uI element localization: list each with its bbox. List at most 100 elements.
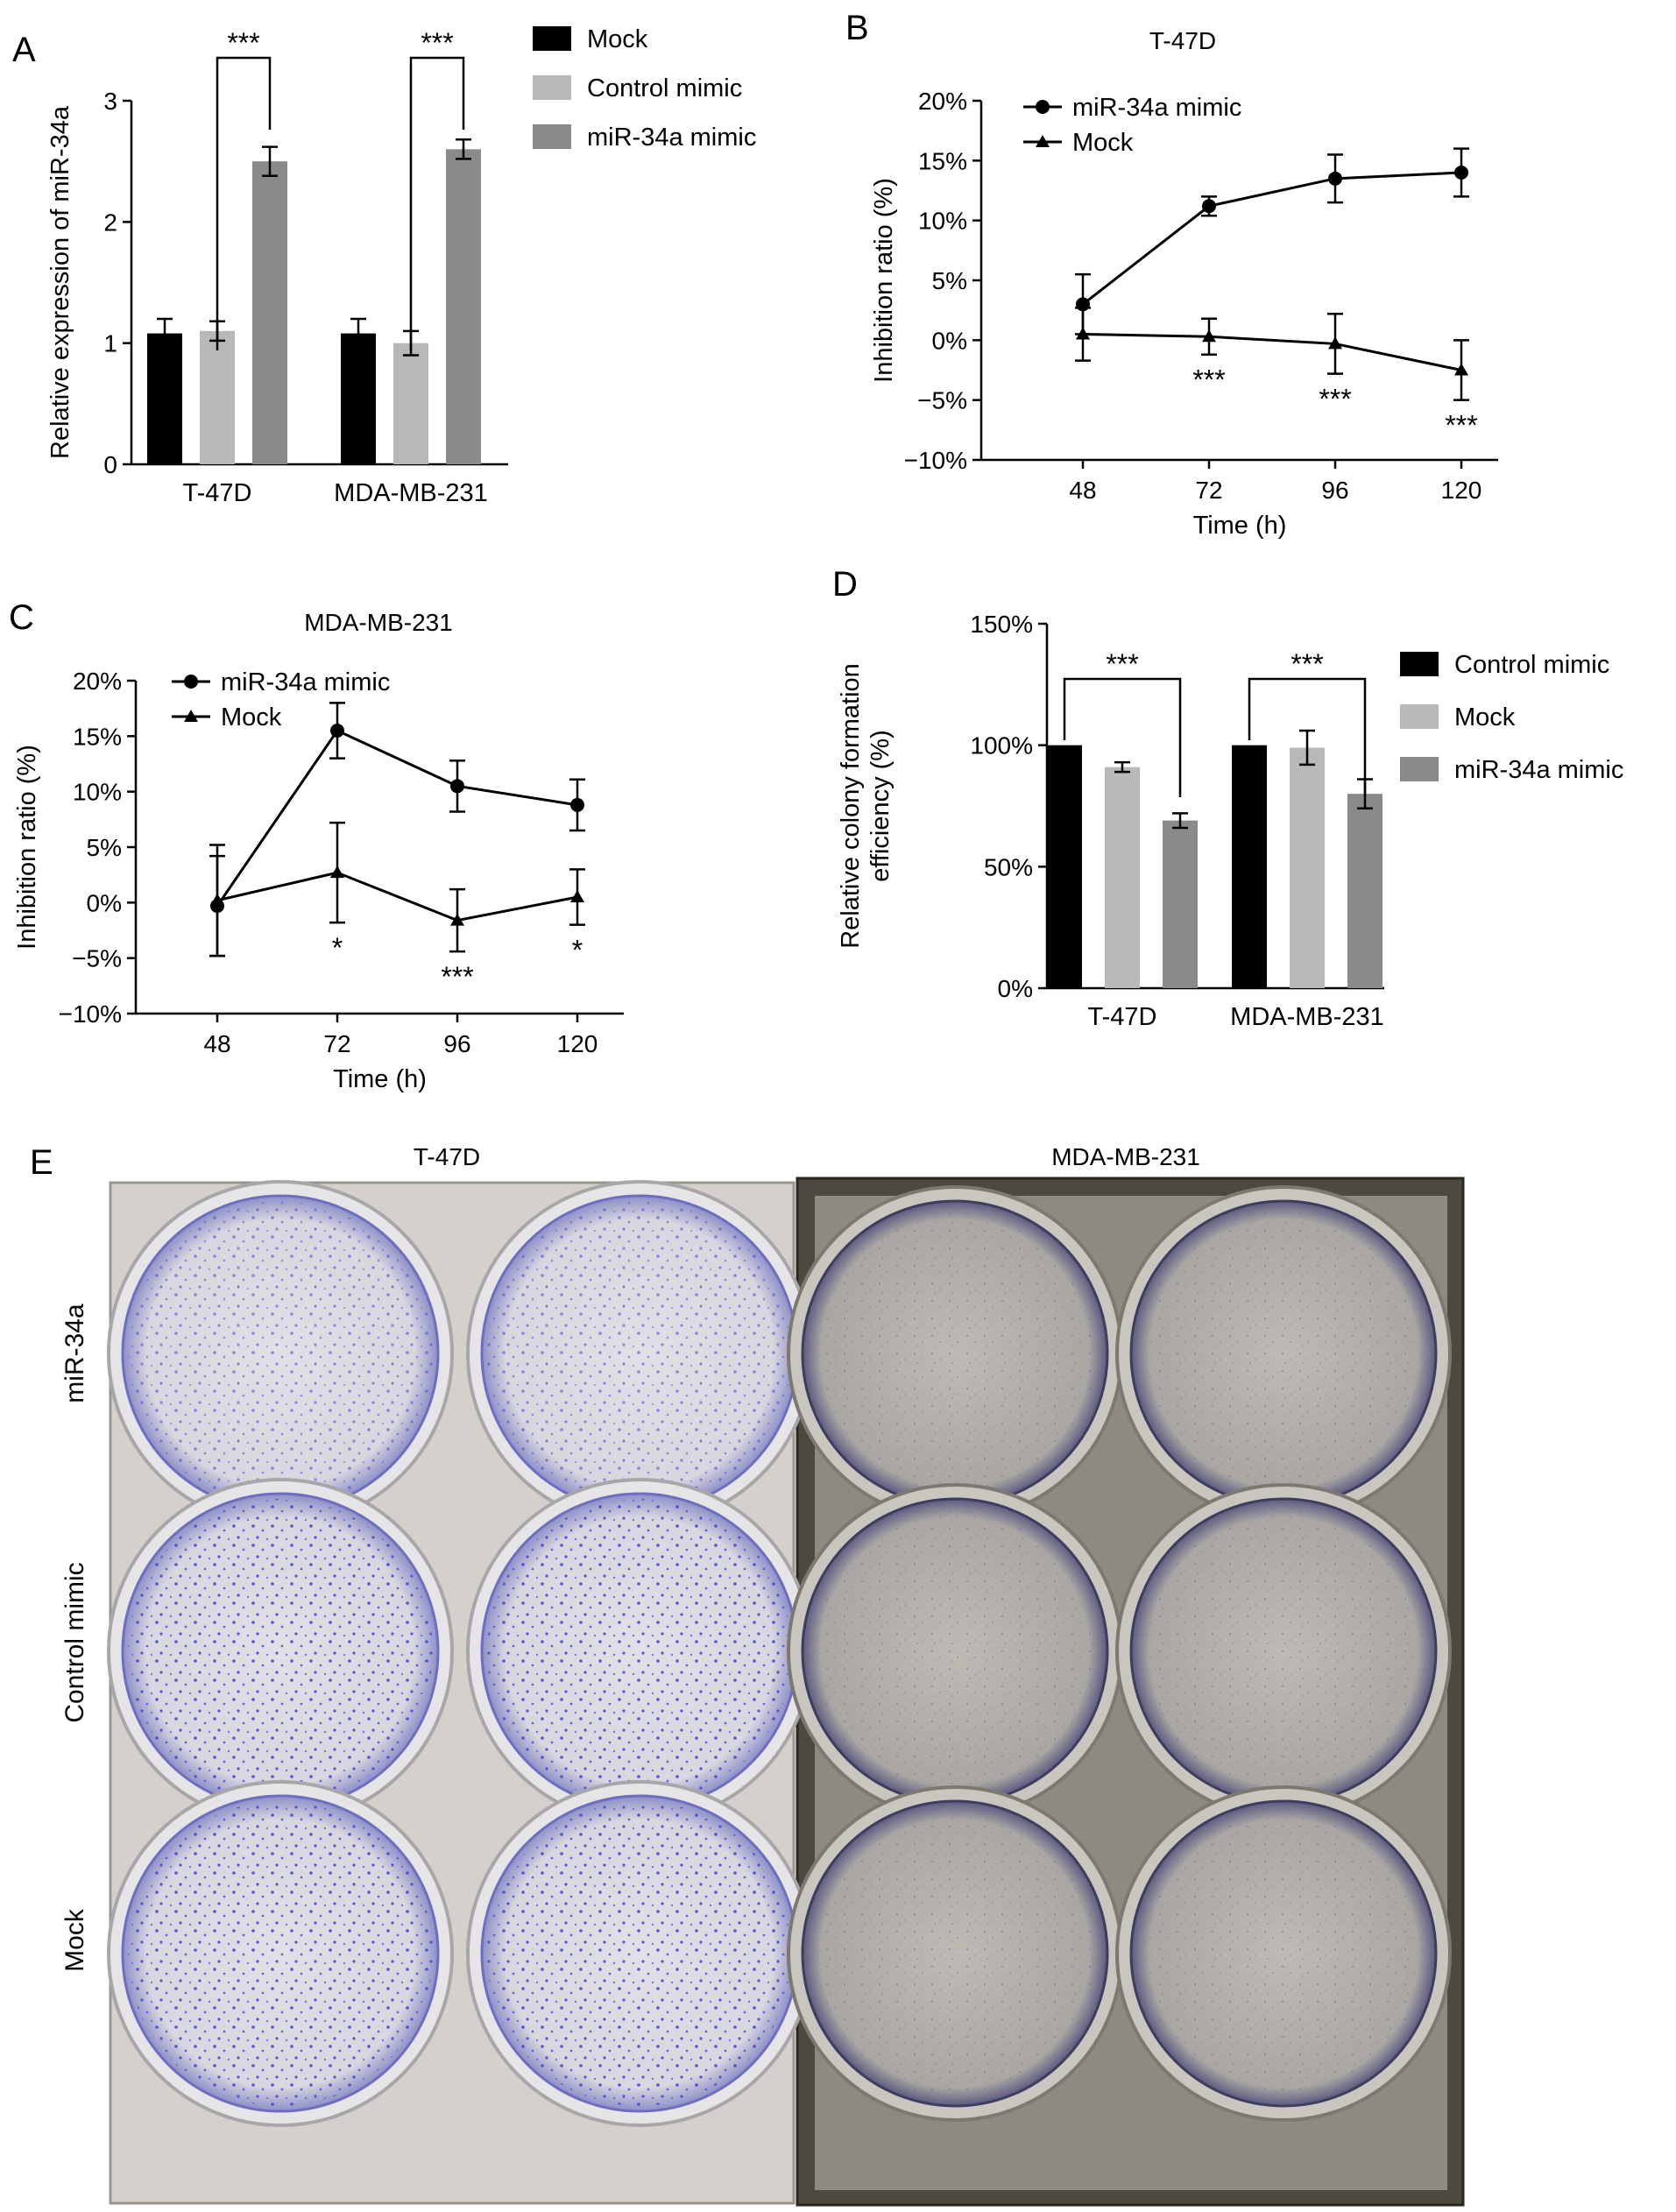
y-tick-label: 0% (998, 975, 1033, 1002)
plate-title-mdamb231: MDA-MB-231 (1051, 1143, 1200, 1170)
bar (1163, 820, 1198, 988)
y-tick-label: 3 (103, 88, 117, 115)
y-tick-label: 2 (103, 208, 117, 236)
chart-c: −10% −5% 0% 5% 10% 15% 20% 48 72 96 120 Time (h) Inh… (13, 668, 624, 1093)
legend-label: miR-34a mimic (221, 668, 390, 696)
significance-bracket (409, 56, 465, 350)
y-axis-label: Inhibition ratio (%) (13, 745, 41, 950)
colony-dots (808, 1206, 1102, 1501)
data-point (1328, 336, 1342, 350)
legend-label: Control mimic (1454, 651, 1609, 679)
x-axis-label: Time (h) (1193, 512, 1287, 540)
data-point (330, 866, 344, 879)
y-tick-label: −10% (59, 1000, 122, 1028)
y-tick-label: 0% (932, 327, 967, 354)
colony-dots (128, 1801, 433, 2106)
significance-label: * (332, 932, 343, 964)
legend-swatch (533, 75, 571, 100)
panel-letter-c: C (9, 598, 34, 637)
significance-bracket (1248, 677, 1367, 797)
y-tick-label: 10% (73, 779, 122, 806)
colony-dots (487, 1201, 792, 1506)
significance-label: *** (421, 27, 453, 59)
y-tick-label: 150% (970, 611, 1033, 638)
data-point (1076, 327, 1090, 340)
significance-bracket (216, 56, 272, 350)
colony-dots (1136, 1206, 1431, 1501)
legend-label: miR-34a mimic (1072, 94, 1241, 122)
y-tick-label: 100% (970, 732, 1033, 760)
y-tick-label: 15% (73, 723, 122, 750)
y-axis-label: efficiency (%) (866, 730, 895, 882)
data-point (1202, 199, 1216, 214)
x-tick-label: 96 (1321, 477, 1348, 504)
y-axis-label: Inhibition ratio (%) (870, 178, 898, 383)
y-axis-label: Relative colony formation (837, 663, 865, 949)
row-label-control-mimic: Control mimic (60, 1562, 89, 1722)
bar (200, 330, 235, 464)
legend-label: Control mimic (587, 74, 742, 102)
data-point (450, 779, 464, 794)
data-point (570, 890, 584, 902)
x-tick-label: 72 (323, 1030, 350, 1057)
significance-label: *** (441, 961, 473, 993)
legend-swatch (533, 26, 571, 51)
legend-label: Mock (1454, 703, 1516, 731)
significance-label: *** (1192, 364, 1225, 396)
legend-marker (184, 710, 198, 722)
colony-dots (487, 1801, 792, 2106)
row-label-mir34a: miR-34a (60, 1304, 89, 1403)
bar (147, 333, 182, 464)
legend-swatch (1400, 652, 1439, 676)
panel-letter-b: B (845, 9, 869, 47)
chart-a: 0 1 2 3 Relative expression of miR-34a T-47D *… (46, 25, 756, 507)
bar (341, 333, 376, 464)
y-tick-label: 20% (73, 668, 122, 695)
colony-dots (1136, 1504, 1431, 1799)
data-point (330, 724, 344, 738)
y-tick-label: 15% (918, 147, 967, 174)
panel-c-title: MDA-MB-231 (304, 609, 453, 636)
significance-label: *** (1106, 648, 1138, 680)
x-tick-label: T-47D (183, 479, 252, 507)
legend-swatch (1400, 757, 1439, 781)
colony-dots (128, 1499, 433, 1804)
y-tick-label: 20% (918, 88, 967, 115)
bar (1347, 794, 1383, 988)
y-tick-label: 5% (87, 834, 122, 861)
panel-letter-d: D (832, 565, 858, 604)
x-axis-label: Time (h) (333, 1065, 427, 1093)
significance-label: *** (1319, 384, 1351, 415)
y-tick-label: −5% (917, 387, 967, 414)
data-point (1202, 329, 1216, 343)
colony-dots (128, 1201, 433, 1506)
colony-dots (1136, 1806, 1431, 2101)
chart-b: −10% −5% 0% 5% 10% 15% 20% 48 72 96 120 Time (h) Inh… (870, 88, 1498, 540)
bar (1047, 745, 1082, 988)
legend-swatch (533, 124, 571, 149)
x-tick-label: T-47D (1088, 1003, 1157, 1031)
x-tick-label: 48 (203, 1030, 230, 1057)
colony-plates: T-47D MDA-MB-231 miR-34a Control mimic M… (60, 1143, 1465, 2207)
y-tick-label: 0 (103, 451, 117, 478)
chart-d: 0% 50% 100% 150% Relative colony formation ef… (837, 611, 1623, 1031)
significance-bracket (1063, 677, 1182, 797)
row-label-mock: Mock (60, 1908, 89, 1972)
x-tick-label: 72 (1195, 477, 1222, 504)
bar (1290, 747, 1325, 988)
series-line (216, 871, 578, 922)
x-tick-label: MDA-MB-231 (334, 479, 488, 507)
colony-dots (808, 1806, 1102, 2101)
series-line (216, 729, 578, 907)
data-point (1454, 166, 1468, 180)
x-tick-label: 96 (443, 1030, 470, 1057)
x-tick-label: MDA-MB-231 (1230, 1003, 1384, 1031)
panel-b-title: T-47D (1149, 27, 1216, 54)
y-tick-label: 10% (918, 208, 967, 235)
legend-label: miR-34a mimic (587, 124, 756, 152)
legend-label: Mock (587, 25, 648, 53)
bar (1232, 745, 1267, 988)
y-tick-label: 5% (932, 267, 967, 294)
legend-marker (1036, 135, 1050, 147)
